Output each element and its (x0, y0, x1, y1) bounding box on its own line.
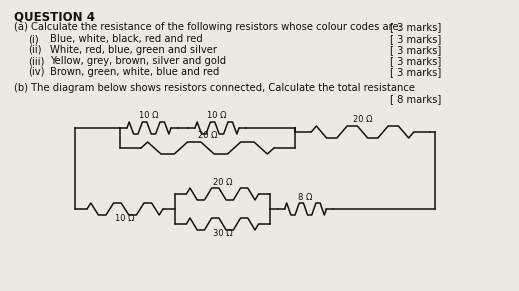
Text: Yellow, grey, brown, silver and gold: Yellow, grey, brown, silver and gold (50, 56, 226, 66)
Text: (ii): (ii) (28, 45, 42, 55)
Text: 10 Ω: 10 Ω (115, 214, 135, 223)
Text: 8 Ω: 8 Ω (298, 193, 312, 202)
Text: 10 Ω: 10 Ω (139, 111, 159, 120)
Text: [ 3 marks]: [ 3 marks] (390, 45, 441, 55)
Text: (iii): (iii) (28, 56, 45, 66)
Text: [ 3 marks]: [ 3 marks] (390, 22, 441, 32)
Text: 10 Ω: 10 Ω (207, 111, 227, 120)
Text: 20 Ω: 20 Ω (353, 115, 372, 124)
Text: (b) The diagram below shows resistors connected, Calculate the total resistance: (b) The diagram below shows resistors co… (14, 83, 415, 93)
Text: (a) Calculate the resistance of the following resistors whose colour codes are:: (a) Calculate the resistance of the foll… (14, 22, 402, 32)
Text: 20 Ω: 20 Ω (198, 131, 217, 140)
Text: [ 3 marks]: [ 3 marks] (390, 67, 441, 77)
Text: [ 3 marks]: [ 3 marks] (390, 34, 441, 44)
Text: 30 Ω: 30 Ω (213, 229, 233, 238)
Text: 20 Ω: 20 Ω (213, 178, 232, 187)
Text: Blue, white, black, red and red: Blue, white, black, red and red (50, 34, 203, 44)
Text: Brown, green, white, blue and red: Brown, green, white, blue and red (50, 67, 220, 77)
Text: [ 3 marks]: [ 3 marks] (390, 56, 441, 66)
Text: White, red, blue, green and silver: White, red, blue, green and silver (50, 45, 217, 55)
Text: (iv): (iv) (28, 67, 45, 77)
Text: (i): (i) (28, 34, 38, 44)
Text: [ 8 marks]: [ 8 marks] (390, 94, 441, 104)
Text: QUESTION 4: QUESTION 4 (14, 10, 95, 23)
